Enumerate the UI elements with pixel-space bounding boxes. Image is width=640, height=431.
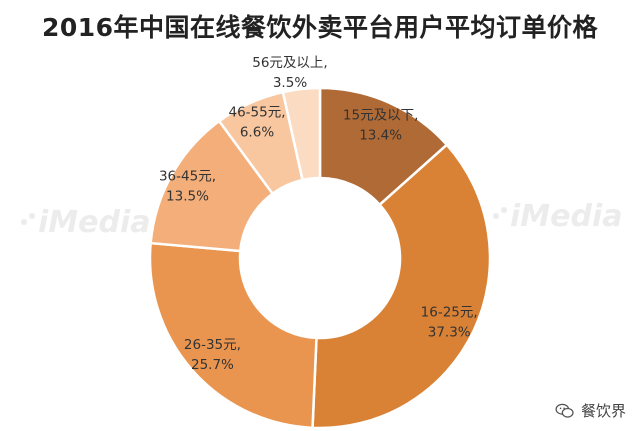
labels-group: 15元及以下, 13.4% 16-25元, 37.3% 26-35元, 25.7% 36-4… — [159, 55, 478, 373]
credit-text: 餐饮界 — [580, 402, 626, 420]
watermark-text-left: iMedia — [38, 205, 151, 240]
slice-6-value-label: 3.5% — [273, 75, 307, 91]
watermark-left: iMedia — [21, 205, 151, 240]
slice-5-category-label: 46-55元, — [228, 105, 285, 121]
watermark-text-right: iMedia — [510, 199, 623, 234]
slice-4-category-label: 36-45元, — [159, 169, 216, 185]
slice-6 — [281, 86, 322, 182]
slice-3-value-label: 25.7% — [191, 357, 234, 373]
slice-2 — [311, 143, 492, 430]
slice-6-category-label: 56元及以上, — [252, 55, 327, 71]
slices-group — [148, 86, 492, 430]
watermark-right: iMedia — [493, 199, 623, 234]
slice-4-value-label: 13.5% — [166, 189, 209, 205]
chart-title: 2016年中国在线餐饮外卖平台用户平均订单价格 — [41, 13, 599, 42]
slice-1-category-label: 15元及以下, — [343, 108, 418, 124]
slice-3 — [148, 241, 318, 430]
slice-1-value-label: 13.4% — [359, 128, 402, 144]
slice-2-value-label: 37.3% — [428, 324, 471, 340]
wechat-icon — [555, 403, 574, 418]
slice-5-value-label: 6.6% — [240, 125, 274, 141]
credit-badge: 餐饮界 — [555, 400, 626, 421]
slice-2-category-label: 16-25元, — [421, 304, 478, 320]
slice-3-category-label: 26-35元, — [184, 337, 241, 353]
